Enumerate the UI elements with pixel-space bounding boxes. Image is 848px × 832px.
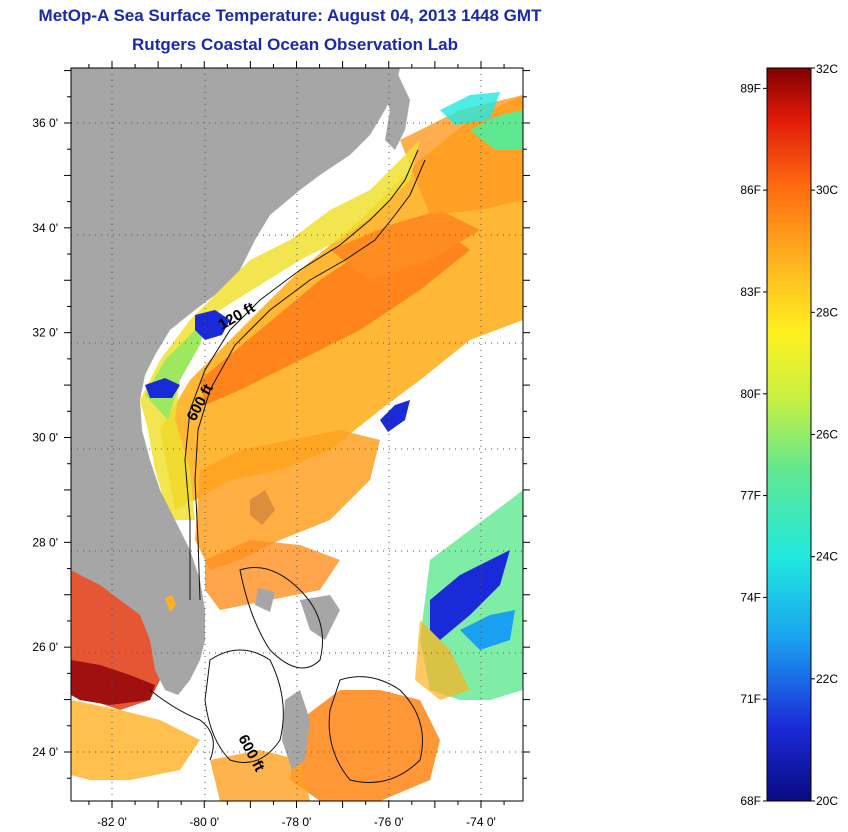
latitude-tick-label: 36 0' [32, 116, 58, 130]
longitude-labels: -82 0' -80 0' -78 0' -76 0' -74 0' [97, 815, 496, 829]
longitude-tick-label: -76 0' [374, 815, 404, 829]
colorbar-celsius-label: 26C [816, 428, 838, 442]
colorbar [766, 67, 812, 802]
sst-data-layer [71, 92, 523, 801]
colorbar-fahrenheit-label: 77F [740, 489, 761, 503]
map-area: 120 ft 600 ft 600 ft [71, 68, 523, 801]
latitude-tick-label: 34 0' [32, 221, 58, 235]
colorbar-celsius-label: 32C [816, 62, 838, 76]
graticule [71, 68, 523, 801]
depth-contours [149, 149, 426, 783]
latitude-tick-label: 24 0' [32, 745, 58, 759]
longitude-tick-label: -82 0' [97, 815, 127, 829]
colorbar-fahrenheit-label: 74F [740, 590, 761, 604]
latitude-tick-label: 30 0' [32, 431, 58, 445]
longitude-tick-label: -74 0' [466, 815, 496, 829]
colorbar-celsius-label: 24C [816, 550, 838, 564]
colorbar-fahrenheit-label: 86F [740, 183, 761, 197]
latitude-tick-label: 28 0' [32, 535, 58, 549]
colorbar-celsius-label: 28C [816, 305, 838, 319]
colorbar-fahrenheit-label: 71F [740, 692, 761, 706]
map-subtitle: Rutgers Coastal Ocean Observation Lab [132, 35, 458, 54]
latitude-tick-label: 26 0' [32, 640, 58, 654]
map-title: MetOp-A Sea Surface Temperature: August … [38, 6, 542, 25]
latitude-tick-label: 32 0' [32, 326, 58, 340]
minor-ticks [64, 61, 530, 808]
colorbar-celsius-label: 20C [816, 794, 838, 808]
colorbar-celsius-label: 22C [816, 672, 838, 686]
latitude-labels: 24 0' 26 0' 28 0' 30 0' 32 0' 34 0' 36 0' [32, 116, 58, 759]
colorbar-celsius-label: 30C [816, 183, 838, 197]
longitude-tick-label: -78 0' [282, 815, 312, 829]
colorbar-fahrenheit-label: 83F [740, 285, 761, 299]
colorbar-fahrenheit-label: 89F [740, 81, 761, 95]
longitude-tick-label: -80 0' [189, 815, 219, 829]
colorbar-fahrenheit-label: 68F [740, 794, 761, 808]
colorbar-labels: 32C 30C 28C 26C 24C 22C 20C 89F 86F 83F 80F 77F 74F 7… [740, 62, 838, 808]
colorbar-fahrenheit-label: 80F [740, 387, 761, 401]
land-layer [71, 68, 410, 770]
